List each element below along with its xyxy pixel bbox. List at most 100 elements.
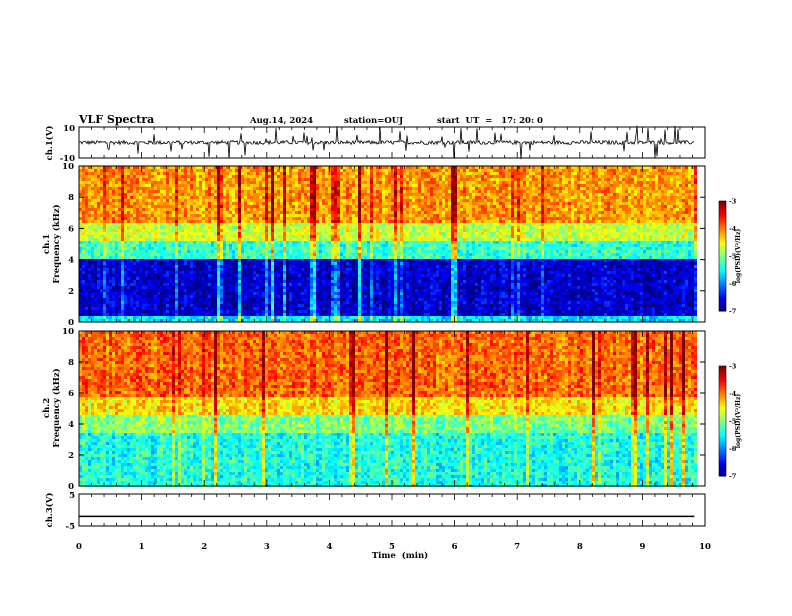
ch1-spectrogram-cell — [292, 220, 295, 223]
ch1-spectrogram-cell — [325, 250, 328, 253]
ch1-spectrogram-cell — [154, 319, 157, 322]
ch1-spectrogram-cell — [295, 226, 298, 229]
ch1-spectrogram-cell — [364, 280, 367, 283]
ch1-spectrogram-cell — [157, 289, 160, 292]
ch1-spectrogram-cell — [112, 250, 115, 253]
ch1-spectrogram-cell — [208, 313, 211, 316]
ch1-spectrogram-cell — [214, 196, 217, 199]
ch1-spectrogram-cell — [130, 229, 133, 232]
ch1-spectrogram-cell — [346, 175, 349, 178]
ch1-spectrogram-cell — [355, 304, 358, 307]
ch1-spectrogram-cell — [178, 211, 181, 214]
ch1-spectrogram-cell — [268, 184, 271, 187]
ch1-spectrogram-cell — [346, 172, 349, 175]
ch1-spectrogram-cell — [178, 199, 181, 202]
ch1-spectrogram-cell — [205, 313, 208, 316]
ch1-spectrogram-cell — [283, 202, 286, 205]
ch1-spectrogram-cell — [241, 181, 244, 184]
ch1-spectrogram-cell — [346, 208, 349, 211]
ch1-spectrogram-cell — [97, 262, 100, 265]
ch1-spectrogram-cell — [181, 202, 184, 205]
ch1-spectrogram-cell — [85, 304, 88, 307]
ch1-spectrogram-cell — [319, 184, 322, 187]
ch1-spectrogram-cell — [145, 319, 148, 322]
ch1-spectrogram-cell — [112, 220, 115, 223]
ch1-spectrogram-cell — [328, 208, 331, 211]
ch1-spectrogram-cell — [232, 262, 235, 265]
ch1-spectrogram-cell — [160, 298, 163, 301]
ch1-spectrogram-cell — [151, 286, 154, 289]
ch1-spectrogram-cell — [349, 220, 352, 223]
ch1-spectrogram-cell — [205, 223, 208, 226]
ch1-spectrogram-cell — [235, 268, 238, 271]
ch1-spectrogram-cell — [148, 259, 151, 262]
ch1-spectrogram-cell — [151, 259, 154, 262]
ch1-spectrogram-cell — [310, 214, 313, 217]
ch1-spectrogram-cell — [142, 292, 145, 295]
ch1-spectrogram-cell — [208, 241, 211, 244]
ch1-spectrogram-cell — [304, 304, 307, 307]
ch1-spectrogram-cell — [169, 244, 172, 247]
ch1-spectrogram-cell — [91, 283, 94, 286]
ch1-spectrogram-cell — [307, 277, 310, 280]
ch1-spectrogram-cell — [187, 250, 190, 253]
ch1-spectrogram-cell — [145, 310, 148, 313]
ch1-spectrogram-cell — [238, 256, 241, 259]
ch1-spectrogram-cell — [157, 211, 160, 214]
ch1-spectrogram-cell — [139, 202, 142, 205]
ch1-spectrogram-cell — [196, 202, 199, 205]
ch1-spectrogram-cell — [103, 280, 106, 283]
ch1-spectrogram-cell — [316, 262, 319, 265]
ch1-spectrogram-cell — [322, 220, 325, 223]
ch1-spectrogram-cell — [226, 190, 229, 193]
ch1-spectrogram-cell — [298, 268, 301, 271]
ch1-spectrogram-cell — [118, 166, 121, 169]
ch1-spectrogram-cell — [94, 217, 97, 220]
ch1-spectrogram-cell — [274, 193, 277, 196]
ch1-spectrogram-cell — [352, 193, 355, 196]
ch1-spectrogram-cell — [259, 193, 262, 196]
ch1-spectrogram-cell — [109, 220, 112, 223]
ch1-spectrogram-cell — [139, 172, 142, 175]
ch1-spectrogram-cell — [220, 208, 223, 211]
ch1-spectrogram-cell — [280, 319, 283, 322]
ch1-spectrogram-cell — [157, 199, 160, 202]
ch1-spectrogram-cell — [247, 196, 250, 199]
ch1-spectrogram-cell — [352, 244, 355, 247]
ch1-spectrogram-cell — [217, 244, 220, 247]
ch1-spectrogram-cell — [148, 283, 151, 286]
ch1-spectrogram-cell — [223, 316, 226, 319]
ch1-spectrogram-cell — [208, 238, 211, 241]
ch1-spectrogram-cell — [250, 217, 253, 220]
ch1-spectrogram-cell — [91, 298, 94, 301]
ch1-spectrogram-cell — [286, 268, 289, 271]
ch1-spectrogram-cell — [130, 298, 133, 301]
ch1-spectrogram-cell — [298, 280, 301, 283]
ch1-spectrogram-cell — [94, 226, 97, 229]
ch1-spectrogram-cell — [292, 232, 295, 235]
ch1-spectrogram-cell — [166, 202, 169, 205]
ch1-spectrogram-cell — [238, 286, 241, 289]
ch1-spectrogram-cell — [325, 229, 328, 232]
ch1-spectrogram-cell — [94, 241, 97, 244]
ch1-spectrogram-cell — [283, 196, 286, 199]
ch1-spectrogram-cell — [217, 184, 220, 187]
ch1-spectrogram-cell — [109, 178, 112, 181]
ch1-spectrogram-cell — [247, 277, 250, 280]
ch1-spectrogram-cell — [346, 262, 349, 265]
ch1-spectrogram-cell — [193, 268, 196, 271]
ch1-spectrogram-cell — [112, 187, 115, 190]
ch1-spectrogram-cell — [295, 190, 298, 193]
ch1-spectrogram-cell — [226, 247, 229, 250]
ch1-spectrogram-cell — [136, 235, 139, 238]
ch1-spectrogram-cell — [277, 265, 280, 268]
ch1-spectrogram-cell — [187, 304, 190, 307]
ch1-spectrogram-cell — [94, 235, 97, 238]
ch1-spectrogram-cell — [319, 298, 322, 301]
ch1-spectrogram-cell — [319, 250, 322, 253]
ch1-spectrogram-cell — [304, 265, 307, 268]
ch1-spectrogram-cell — [211, 196, 214, 199]
ch1-spectrogram-cell — [193, 229, 196, 232]
ch1-spectrogram-cell — [307, 166, 310, 169]
ch1-spectrogram-cell — [259, 298, 262, 301]
